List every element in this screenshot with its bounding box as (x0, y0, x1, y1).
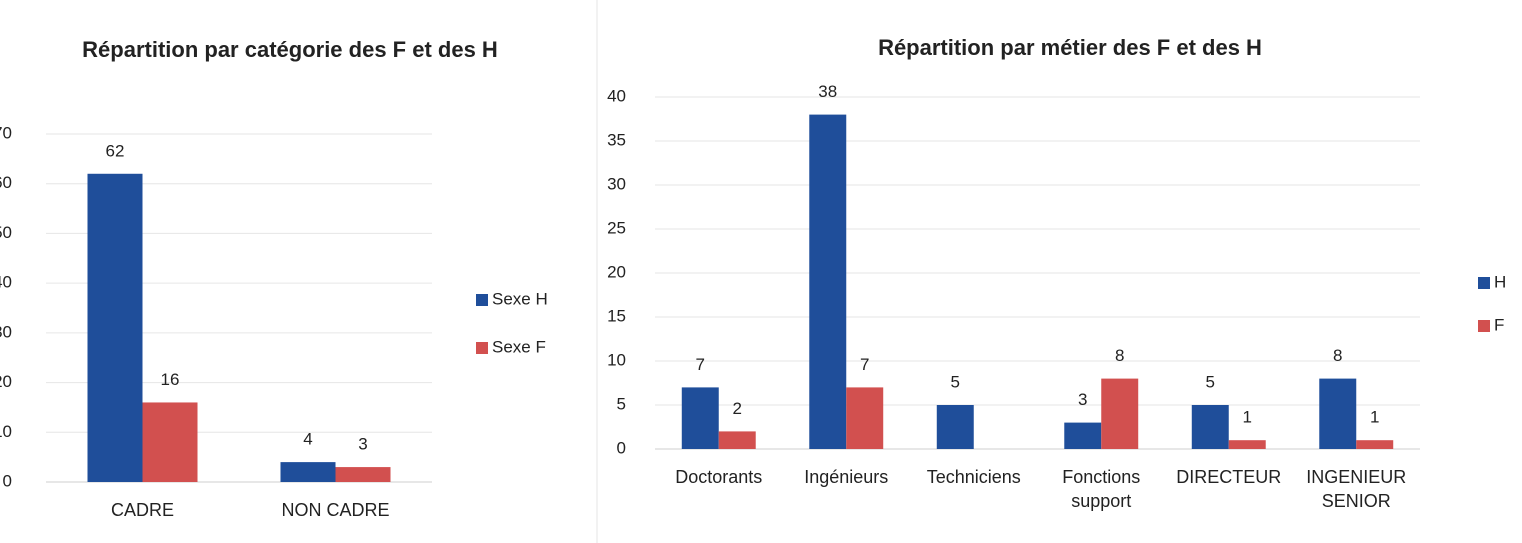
bar (718, 431, 756, 449)
chart-title-box: Répartition par catégorie des F et des H (82, 37, 498, 62)
legend-label: F (1494, 315, 1504, 334)
x-tick-label-box: Ingénieurs (804, 467, 889, 487)
data-label: 62 (106, 141, 125, 160)
x-tick-label: Doctorants (675, 467, 763, 487)
y-tick-label: 0 (3, 471, 12, 490)
legend-swatch (1478, 277, 1490, 289)
bar (846, 387, 884, 449)
bar (87, 173, 143, 482)
x-tick-label-box: NON CADRE (281, 500, 390, 520)
bar (280, 462, 336, 482)
legend-label: Sexe F (492, 337, 546, 356)
bar (1191, 405, 1229, 449)
chart-title: Répartition par métier des F et des H (878, 35, 1262, 60)
y-tick-label: 50 (0, 223, 12, 242)
x-tick-label: NON CADRE (281, 500, 390, 520)
y-tick-label: 40 (0, 273, 12, 292)
data-label: 5 (951, 372, 960, 391)
y-tick-label: 30 (0, 322, 12, 341)
bar (335, 467, 391, 482)
x-tick-label: CADRE (110, 500, 174, 520)
data-label: 8 (1333, 346, 1342, 365)
x-tick-label: DIRECTEUR (1176, 467, 1282, 487)
data-label: 8 (1115, 346, 1124, 365)
x-tick-label-box: Fonctions support (1062, 467, 1141, 511)
legend-swatch (1478, 320, 1490, 332)
x-tick-label-box: CADRE (110, 500, 174, 520)
data-label: 1 (1370, 408, 1379, 427)
y-tick-label: 10 (607, 350, 626, 369)
x-tick-label-box: INGENIEUR SENIOR (1306, 467, 1407, 511)
y-tick-label: 40 (607, 86, 626, 105)
y-tick-label: 25 (607, 218, 626, 237)
bar (1356, 440, 1394, 449)
x-tick-label: INGENIEUR SENIOR (1306, 467, 1407, 511)
bar (681, 387, 719, 449)
y-tick-label: 20 (0, 372, 12, 391)
y-tick-label: 35 (607, 130, 626, 149)
legend-swatch (476, 294, 488, 306)
data-label: 7 (860, 355, 869, 374)
y-tick-label: 10 (0, 422, 12, 441)
y-tick-label: 30 (607, 174, 626, 193)
bar (809, 114, 847, 449)
x-tick-label-box: Doctorants (675, 467, 763, 487)
data-label: 3 (358, 435, 367, 454)
bar (1101, 378, 1139, 449)
data-label: 5 (1206, 372, 1215, 391)
bar (1064, 422, 1102, 449)
data-label: 16 (161, 370, 180, 389)
y-tick-label: 5 (617, 394, 626, 413)
x-tick-label: Ingénieurs (804, 467, 889, 487)
legend-label: Sexe H (492, 289, 548, 308)
x-tick-label-box: Techniciens (926, 467, 1021, 487)
y-tick-label: 70 (0, 123, 12, 142)
bar (936, 405, 974, 449)
y-tick-label: 60 (0, 173, 12, 192)
bar (142, 402, 198, 482)
y-tick-label: 0 (617, 438, 626, 457)
bar (1228, 440, 1266, 449)
chart-title-box: Répartition par métier des F et des H (878, 35, 1262, 60)
data-label: 38 (818, 82, 837, 101)
data-label: 4 (303, 430, 312, 449)
legend-label: H (1494, 272, 1506, 291)
x-tick-label: Techniciens (926, 467, 1021, 487)
x-tick-label-box: DIRECTEUR (1176, 467, 1282, 487)
y-tick-label: 15 (607, 306, 626, 325)
chart-title: Répartition par catégorie des F et des H (82, 37, 498, 62)
bar (1319, 378, 1357, 449)
data-label: 2 (733, 399, 742, 418)
data-label: 3 (1078, 390, 1087, 409)
data-label: 7 (696, 355, 705, 374)
legend-swatch (476, 342, 488, 354)
y-tick-label: 20 (607, 262, 626, 281)
x-tick-label: Fonctions support (1062, 467, 1141, 511)
data-label: 1 (1243, 408, 1252, 427)
